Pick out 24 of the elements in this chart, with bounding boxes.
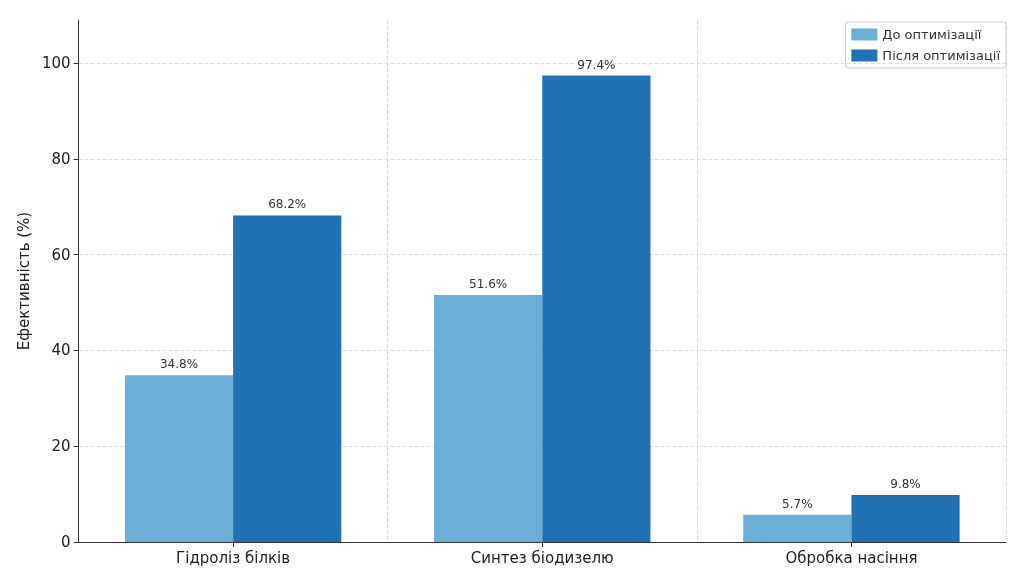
bar xyxy=(124,375,234,542)
bar xyxy=(743,514,852,542)
legend-label: Після оптимізації xyxy=(882,48,1001,63)
data-label: 9.8% xyxy=(890,477,921,492)
x-tick-label: Гідроліз білків xyxy=(176,548,291,567)
bar xyxy=(434,294,543,542)
bar xyxy=(851,495,960,542)
data-label: 34.8% xyxy=(159,357,199,372)
data-label: 97.4% xyxy=(577,57,616,72)
y-tick-label: 0 xyxy=(60,533,71,551)
y-tick-label: 40 xyxy=(51,341,71,360)
x-tick-label: Синтез біодизелю xyxy=(470,548,614,567)
legend-label: До оптимізації xyxy=(882,27,982,42)
y-tick-label: 100 xyxy=(41,54,71,73)
x-tick-label: Обробка насіння xyxy=(785,548,918,567)
bar xyxy=(233,215,342,542)
bar xyxy=(542,75,651,542)
data-label: 68.2% xyxy=(268,197,307,212)
y-tick-label: 60 xyxy=(51,245,71,264)
y-tick-label: 20 xyxy=(51,437,71,456)
y-tick-label: 80 xyxy=(51,149,71,168)
y-axis-title: Ефективність (%) xyxy=(14,211,33,351)
data-label: 5.7% xyxy=(782,496,813,511)
data-label: 51.6% xyxy=(469,276,508,291)
